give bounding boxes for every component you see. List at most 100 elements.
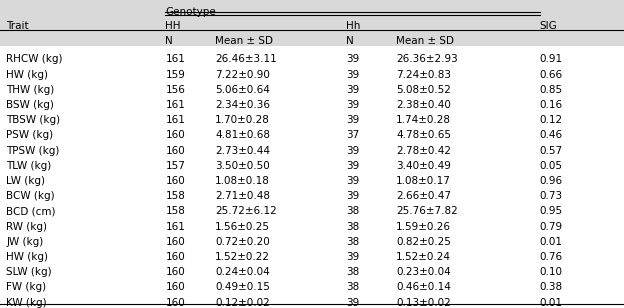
Text: 39: 39 [346,298,359,308]
Text: 0.38: 0.38 [540,282,563,293]
Bar [0,122,624,137]
Bar [0,183,624,198]
Text: 0.05: 0.05 [540,161,563,171]
Text: 159: 159 [165,70,185,79]
Text: 0.13±0.02: 0.13±0.02 [396,298,451,308]
Text: 39: 39 [346,146,359,156]
Text: 2.73±0.44: 2.73±0.44 [215,146,270,156]
Text: PSW (kg): PSW (kg) [6,130,54,140]
Text: 1.74±0.28: 1.74±0.28 [396,115,451,125]
Text: RW (kg): RW (kg) [6,222,47,232]
Text: 0.16: 0.16 [540,100,563,110]
Text: BCD (cm): BCD (cm) [6,206,56,217]
Text: 0.85: 0.85 [540,85,563,95]
Text: 0.46: 0.46 [540,130,563,140]
Text: 2.78±0.42: 2.78±0.42 [396,146,451,156]
Bar [0,152,624,167]
Text: 0.76: 0.76 [540,252,563,262]
Text: 161: 161 [165,222,185,232]
Text: 0.72±0.20: 0.72±0.20 [215,237,270,247]
Text: 0.12±0.02: 0.12±0.02 [215,298,270,308]
Text: 0.12: 0.12 [540,115,563,125]
Text: 39: 39 [346,54,359,64]
Text: 161: 161 [165,115,185,125]
Text: 4.81±0.68: 4.81±0.68 [215,130,270,140]
Text: 1.08±0.17: 1.08±0.17 [396,176,451,186]
Text: 38: 38 [346,282,359,293]
Text: 1.52±0.22: 1.52±0.22 [215,252,270,262]
Text: 5.08±0.52: 5.08±0.52 [396,85,451,95]
Text: 0.82±0.25: 0.82±0.25 [396,237,451,247]
Text: 2.34±0.36: 2.34±0.36 [215,100,270,110]
Text: 26.46±3.11: 26.46±3.11 [215,54,277,64]
Text: FW (kg): FW (kg) [6,282,46,293]
Text: 160: 160 [165,282,185,293]
Text: N: N [165,36,173,46]
Text: 7.22±0.90: 7.22±0.90 [215,70,270,79]
Text: 160: 160 [165,176,185,186]
Text: BSW (kg): BSW (kg) [6,100,54,110]
Text: SLW (kg): SLW (kg) [6,267,52,277]
Text: 156: 156 [165,85,185,95]
Text: 39: 39 [346,70,359,79]
Text: 0.01: 0.01 [540,237,563,247]
Text: 0.79: 0.79 [540,222,563,232]
Text: 38: 38 [346,206,359,217]
Text: HW (kg): HW (kg) [6,252,48,262]
Text: 0.66: 0.66 [540,70,563,79]
Text: 0.96: 0.96 [540,176,563,186]
Text: 2.66±0.47: 2.66±0.47 [396,191,451,201]
Text: 38: 38 [346,267,359,277]
Text: 5.06±0.64: 5.06±0.64 [215,85,270,95]
Text: 160: 160 [165,267,185,277]
Text: 157: 157 [165,161,185,171]
Bar [0,228,624,243]
Text: 0.01: 0.01 [540,298,563,308]
Text: TLW (kg): TLW (kg) [6,161,52,171]
Text: Trait: Trait [6,21,29,31]
Text: 39: 39 [346,161,359,171]
Text: JW (kg): JW (kg) [6,237,44,247]
Text: 39: 39 [346,115,359,125]
Bar [0,289,624,304]
Text: 26.36±2.93: 26.36±2.93 [396,54,458,64]
Bar [0,167,624,183]
Text: 160: 160 [165,252,185,262]
Text: 1.70±0.28: 1.70±0.28 [215,115,270,125]
Text: SIG: SIG [540,21,557,31]
Bar [0,213,624,228]
Text: 39: 39 [346,191,359,201]
Text: 161: 161 [165,100,185,110]
Text: 0.23±0.04: 0.23±0.04 [396,267,451,277]
Text: LW (kg): LW (kg) [6,176,45,186]
Text: 39: 39 [346,85,359,95]
Text: 25.72±6.12: 25.72±6.12 [215,206,277,217]
Text: Genotype: Genotype [165,7,216,17]
Text: 3.40±0.49: 3.40±0.49 [396,161,451,171]
Text: 25.76±7.82: 25.76±7.82 [396,206,458,217]
Bar [0,91,624,107]
Bar [0,137,624,152]
Text: Hh: Hh [346,21,361,31]
Text: Mean ± SD: Mean ± SD [215,36,273,46]
Text: 160: 160 [165,130,185,140]
Text: Mean ± SD: Mean ± SD [396,36,454,46]
Text: 160: 160 [165,298,185,308]
Text: 0.91: 0.91 [540,54,563,64]
Text: 161: 161 [165,54,185,64]
Text: 1.59±0.26: 1.59±0.26 [396,222,451,232]
Text: 7.24±0.83: 7.24±0.83 [396,70,451,79]
Text: 2.38±0.40: 2.38±0.40 [396,100,451,110]
Text: 158: 158 [165,191,185,201]
Text: 38: 38 [346,237,359,247]
Bar [0,258,624,274]
Text: BCW (kg): BCW (kg) [6,191,55,201]
Text: 158: 158 [165,206,185,217]
Text: 1.08±0.18: 1.08±0.18 [215,176,270,186]
Text: HW (kg): HW (kg) [6,70,48,79]
Text: TBSW (kg): TBSW (kg) [6,115,61,125]
Text: 160: 160 [165,146,185,156]
Text: THW (kg): THW (kg) [6,85,54,95]
Text: HH: HH [165,21,181,31]
Text: 0.24±0.04: 0.24±0.04 [215,267,270,277]
